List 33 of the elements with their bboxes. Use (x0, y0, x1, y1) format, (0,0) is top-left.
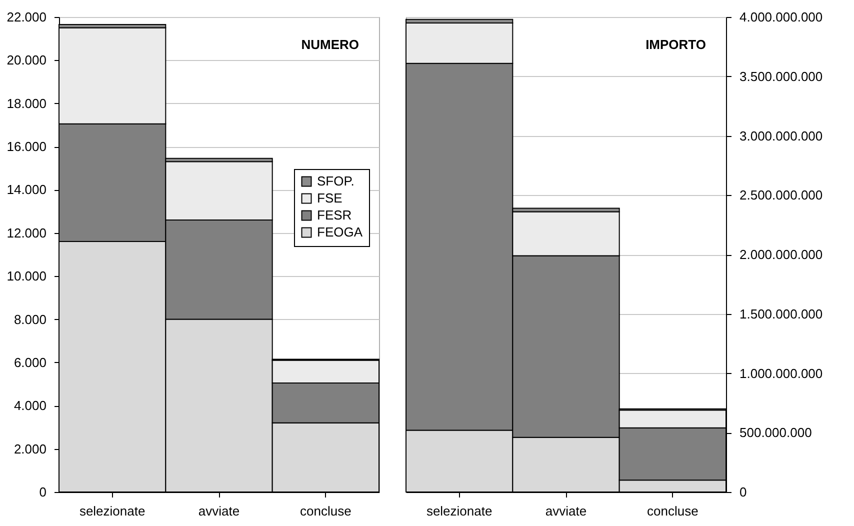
x-tick-label: concluse (300, 504, 352, 518)
y-tick-label: 2.000 (14, 441, 46, 456)
y-tick-label: 16.000 (6, 139, 46, 154)
y2-tick-label: 1.500.000.000 (740, 306, 823, 322)
y-tick-label: 10.000 (6, 268, 46, 284)
y-tick-label: 18.000 (6, 96, 46, 111)
y-tick-label: 20.000 (6, 52, 46, 68)
y-tick-label: 12.000 (6, 225, 46, 240)
text: NUMERO (301, 37, 359, 52)
x-tick-label: avviate (545, 504, 587, 518)
x-tick-label: concluse (647, 504, 698, 518)
y2-tick-label: 2.500.000.000 (740, 188, 823, 203)
x-tick-label: selezionate (426, 504, 492, 518)
y2-tick-label: 4.000.000.000 (740, 10, 823, 24)
y2-tick-label: 3.500.000.000 (740, 68, 823, 84)
y-tick-label: 0 (39, 484, 46, 500)
legend-label: FESR (317, 208, 352, 222)
y2-tick-label: 0 (740, 484, 747, 500)
y-tick-label: 6.000 (14, 354, 46, 370)
x-tick-label: avviate (198, 504, 240, 518)
text: IMPORTO (646, 37, 706, 52)
y-tick-label: 4.000 (14, 398, 46, 414)
legend-label: SFOP. (317, 174, 354, 188)
legend-label: FSE (317, 190, 343, 206)
y-tick-label: 22.000 (6, 10, 46, 24)
y2-tick-label: 2.000.000.000 (740, 247, 823, 262)
y-tick-label: 8.000 (14, 312, 46, 327)
y2-tick-label: 1.000.000.000 (740, 366, 823, 381)
x-tick-label: selezionate (79, 504, 146, 518)
y-tick-label: 14.000 (6, 182, 46, 198)
legend-label: FEOGA (317, 224, 363, 240)
y2-tick-label: 3.000.000.000 (740, 128, 823, 144)
y2-tick-label: 500.000.000 (740, 425, 812, 440)
